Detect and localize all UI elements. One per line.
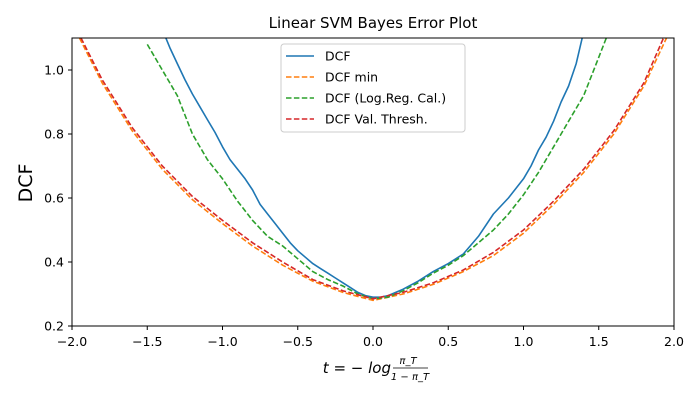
y-tick-label: 0.6 [44, 191, 64, 206]
legend-label: DCF min [325, 70, 378, 85]
series-line-0 [164, 38, 583, 298]
x-tick-label: 0.5 [438, 334, 458, 349]
series-line-3 [80, 38, 665, 300]
y-axis-ticks: 0.2 0.4 0.6 0.8 1.0 [44, 63, 72, 334]
legend-label: DCF [325, 49, 351, 64]
x-axis-label-numerator: π_T [399, 356, 417, 367]
x-tick-label: −2.0 [57, 334, 87, 349]
y-tick-label: 1.0 [44, 63, 64, 78]
series-layer [78, 38, 668, 302]
x-tick-label: 1.5 [589, 334, 609, 349]
series-line-1 [78, 38, 668, 302]
legend-label: DCF (Log.Reg. Cal.) [325, 91, 446, 106]
x-axis-label-denominator: 1 − π_T [391, 372, 430, 383]
x-axis-ticks: −2.0 −1.5 −1.0 −0.5 0.0 0.5 1.0 1.5 2.0 [57, 326, 684, 349]
y-tick-label: 0.4 [44, 255, 64, 270]
y-tick-label: 0.8 [44, 127, 64, 142]
x-tick-label: 0.0 [363, 334, 383, 349]
y-tick-label: 0.2 [44, 319, 64, 334]
x-tick-label: −0.5 [283, 334, 313, 349]
x-axis-label: t = − log π_T 1 − π_T [323, 356, 430, 383]
x-axis-label-prefix: t = − log [323, 359, 391, 377]
x-tick-label: 2.0 [664, 334, 684, 349]
x-tick-label: −1.0 [207, 334, 237, 349]
legend-label: DCF Val. Thresh. [325, 112, 428, 127]
x-tick-label: −1.5 [132, 334, 162, 349]
y-axis-label: DCF [15, 164, 37, 203]
chart-title: Linear SVM Bayes Error Plot [269, 14, 478, 32]
legend-box [280, 43, 466, 133]
legend: DCF DCF min DCF (Log.Reg. Cal.) DCF Val. Th… [280, 43, 466, 133]
x-tick-label: 1.0 [514, 334, 534, 349]
